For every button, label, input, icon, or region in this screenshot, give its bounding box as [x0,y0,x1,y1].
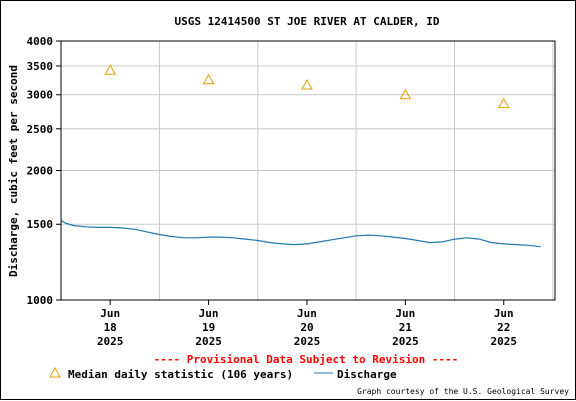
median-point [399,88,412,100]
x-tick-label: Jun [395,307,415,320]
y-axis-ticks: 1000 1500 2000 2500 3000 3500 4000 [27,35,61,307]
legend: Median daily statistic (106 years) Disch… [49,366,397,381]
provisional-notice: ---- Provisional Data Subject to Revisio… [154,353,459,366]
graph-credit: Graph courtesy of the U.S. Geological Su… [357,387,569,396]
y-tick-label: 3500 [27,60,54,73]
x-tick-label: 18 [104,321,117,334]
x-tick-label: 2025 [97,335,124,348]
discharge-series [60,219,541,248]
y-tick-label: 2500 [27,123,54,136]
x-tick-label: 20 [300,321,313,334]
y-tick-label: 1500 [27,218,54,231]
discharge-line [60,219,541,248]
x-tick-label: 2025 [195,335,222,348]
y-tick-label: 4000 [27,35,54,48]
chart-title: USGS 12414500 ST JOE RIVER AT CALDER, ID [175,15,440,28]
y-tick-label: 3000 [27,89,54,102]
x-tick-label: Jun [199,307,219,320]
x-gridlines [158,41,554,300]
y-tick-label: 2000 [27,165,54,178]
legend-discharge-label: Discharge [337,368,397,381]
legend-median-triangle-icon [49,366,61,378]
legend-median-label: Median daily statistic (106 years) [68,368,293,381]
y-tick-label: 1000 [27,294,54,307]
y-axis-label: Discharge, cubic feet per second [7,65,20,277]
x-tick-label: 22 [497,321,510,334]
x-tick-label: 2025 [294,335,321,348]
median-point [301,79,313,90]
x-tick-label: Jun [100,307,120,320]
x-tick-label: Jun [297,307,317,320]
median-series [104,64,510,109]
x-tick-label: 21 [399,321,413,334]
plot-area [60,40,556,301]
x-axis-ticks: Jun182025Jun192025Jun202025Jun212025Jun2… [97,300,517,348]
y-gridlines [61,65,555,225]
median-point [202,73,215,85]
x-tick-label: 19 [202,321,215,334]
x-tick-label: Jun [494,307,514,320]
median-point [104,64,117,75]
median-point [497,97,510,109]
x-tick-label: 2025 [392,335,419,348]
x-tick-label: 2025 [491,335,518,348]
